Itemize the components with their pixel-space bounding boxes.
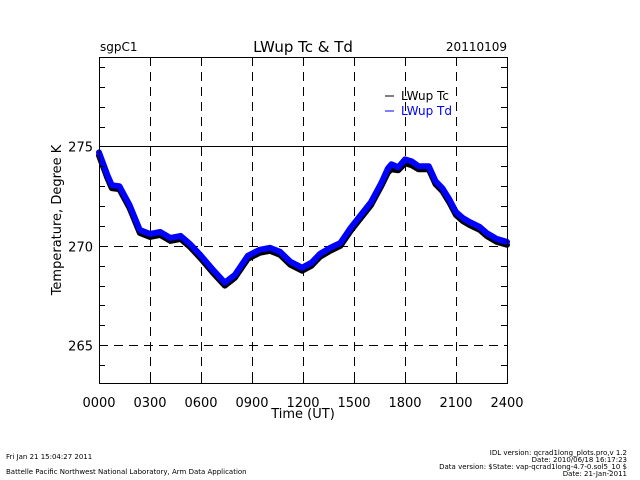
footer-data-date: Date: 21-Jan-2011 bbox=[563, 470, 627, 478]
tick-marks bbox=[99, 57, 508, 383]
site-label: sgpC1 bbox=[100, 40, 138, 54]
x-tick-label: 1500 bbox=[337, 396, 370, 411]
x-tick-label: 1800 bbox=[388, 396, 421, 411]
x-tick-label: 1200 bbox=[286, 396, 319, 411]
x-tick-label: 2100 bbox=[439, 396, 472, 411]
footer-data-version: Data version: $State: vap-qcrad1long-4.7… bbox=[439, 463, 627, 471]
series-group bbox=[96, 149, 510, 289]
footer-timestamp: Fri Jan 21 15:04:27 2011 bbox=[6, 453, 92, 461]
x-tick-label: 0600 bbox=[184, 396, 217, 411]
footer-idl-date: Date: 2010/06/18 16:17:23 bbox=[532, 456, 627, 464]
y-axis-label: Temperature, Degree K bbox=[50, 144, 65, 296]
chart-title: LWup Tc & Td bbox=[253, 38, 353, 56]
x-tick-label: 2400 bbox=[490, 396, 523, 411]
legend-td-label: LWup Td bbox=[401, 104, 452, 118]
footer-institution: Battelle Pacific Northwest National Labo… bbox=[6, 468, 247, 476]
y-tick-label: 270 bbox=[68, 241, 93, 256]
footer-idl-version: IDL version: qcrad1long_plots.pro,v 1.2 bbox=[490, 449, 627, 457]
grid bbox=[99, 57, 507, 383]
y-tick-labels: 265 270 275 bbox=[68, 141, 93, 355]
x-axis-label: Time (UT) bbox=[270, 407, 335, 422]
legend-tc-label: LWup Tc bbox=[401, 89, 449, 103]
series-line-td bbox=[96, 149, 510, 286]
y-tick-label: 265 bbox=[68, 340, 93, 355]
x-tick-labels: 0000 0300 0600 0900 1200 1500 1800 2100 2400 bbox=[82, 396, 523, 411]
x-tick-label: 0900 bbox=[235, 396, 268, 411]
y-tick-label: 275 bbox=[68, 141, 93, 156]
x-tick-label: 0000 bbox=[82, 396, 115, 411]
x-tick-label: 0300 bbox=[133, 396, 166, 411]
date-label: 20110109 bbox=[446, 40, 507, 54]
legend: LWup Tc LWup Td bbox=[385, 89, 452, 118]
